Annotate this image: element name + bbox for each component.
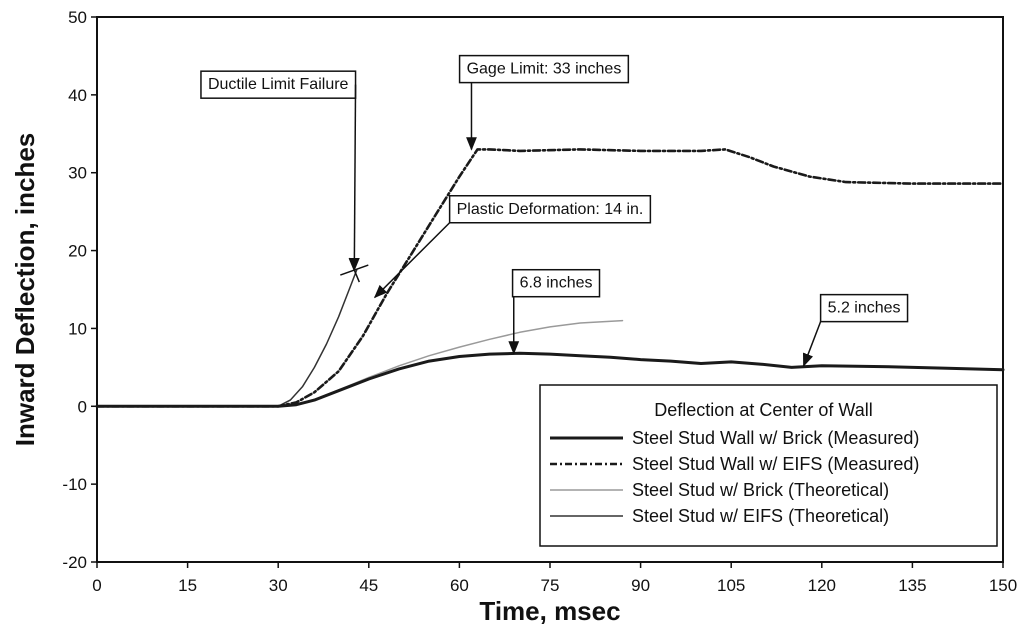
y-tick-label: 30	[68, 164, 87, 183]
annotation-2: Plastic Deformation: 14 in.	[373, 195, 652, 299]
x-tick-label: 15	[178, 576, 197, 595]
y-tick-label: 0	[78, 397, 87, 416]
y-tick-label: -20	[62, 553, 87, 572]
legend-entry-0: Steel Stud Wall w/ Brick (Measured)	[632, 428, 919, 448]
x-tick-label: 45	[359, 576, 378, 595]
annotation-box	[448, 195, 652, 224]
legend-entry-1: Steel Stud Wall w/ EIFS (Measured)	[632, 454, 919, 474]
annotation-0: Ductile Limit Failure	[200, 70, 369, 283]
x-tick-label: 75	[541, 576, 560, 595]
annotation-label: 5.2 inches	[828, 300, 901, 317]
annotation-label: Plastic Deformation: 14 in.	[457, 201, 644, 218]
series-line-0	[95, 351, 1005, 408]
legend: Deflection at Center of Wall Steel Stud W…	[539, 384, 998, 547]
annotation-arrow	[348, 84, 360, 272]
failure-marker	[348, 257, 360, 283]
annotation-label: 6.8 inches	[520, 275, 593, 292]
annotation-3: 6.8 inches	[508, 268, 601, 355]
annotation-box	[511, 268, 601, 298]
x-tick-label: 30	[269, 576, 288, 595]
legend-box	[539, 384, 998, 547]
annotation-layer: Ductile Limit Failure Gage Limit: 33 inch…	[200, 54, 909, 368]
x-tick-label: 0	[92, 576, 101, 595]
annotation-box	[819, 293, 909, 323]
y-tick-label: -10	[62, 475, 87, 494]
y-tick-label: 40	[68, 86, 87, 105]
annotation-1: Gage Limit: 33 inches	[458, 54, 630, 151]
legend-entry-2: Steel Stud w/ Brick (Theoretical)	[632, 480, 889, 500]
series-line-3	[96, 269, 358, 408]
x-tick-label: 60	[450, 576, 469, 595]
annotation-box	[200, 70, 357, 99]
annotation-label: Gage Limit: 33 inches	[467, 61, 622, 78]
y-tick-label: 10	[68, 319, 87, 338]
y-tick-label: 20	[68, 242, 87, 261]
x-tick-label: 90	[631, 576, 650, 595]
legend-entry-3: Steel Stud w/ EIFS (Theoretical)	[632, 506, 889, 526]
y-tick-label: 50	[68, 8, 87, 27]
annotation-box	[458, 54, 630, 84]
x-tick-label: 135	[898, 576, 926, 595]
series-layer	[95, 148, 1005, 408]
x-axis-title: Time, msec	[479, 596, 620, 626]
series-line-1	[95, 148, 1005, 408]
y-axis-title: Inward Deflection, inches	[10, 133, 40, 447]
legend-title: Deflection at Center of Wall	[654, 400, 872, 420]
annotation-4: 5.2 inches	[802, 293, 909, 368]
annotation-arrow	[802, 321, 822, 368]
x-tick-label: 150	[989, 576, 1017, 595]
x-tick-label: 120	[808, 576, 836, 595]
x-tick-label: 105	[717, 576, 745, 595]
annotation-label: Ductile Limit Failure	[208, 76, 349, 93]
axis-layer: 0 15 30 45 60 75 90 105 120 135 150 -20 -10 0 10 20 30 40…	[62, 8, 1017, 595]
annotation-arrow	[373, 222, 451, 299]
